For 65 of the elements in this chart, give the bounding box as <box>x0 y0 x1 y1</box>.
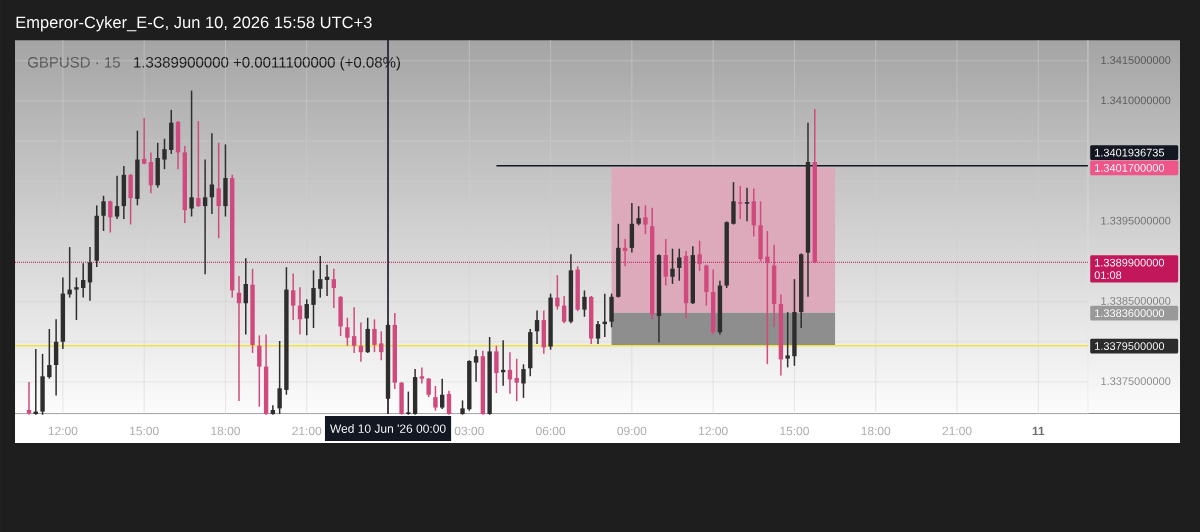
candlestick <box>338 296 343 337</box>
x-tick-label: 09:00 <box>617 426 647 436</box>
x-tick-label: 11 <box>1032 426 1045 436</box>
candlestick <box>643 205 648 235</box>
candlestick <box>135 130 140 206</box>
candlestick <box>128 174 133 225</box>
x-tick-label: 21:00 <box>292 426 322 436</box>
ref-line-label: Wed 10 Jun '26 00:00 <box>330 424 446 433</box>
candlestick <box>704 264 709 306</box>
candlestick <box>372 319 377 353</box>
candlestick <box>216 142 221 239</box>
candlestick <box>74 277 79 321</box>
candlestick <box>785 312 790 368</box>
candlestick <box>162 138 167 170</box>
candlestick <box>467 360 472 411</box>
text: 1.3401700000 <box>1095 164 1165 172</box>
text: 1.3401936735 <box>1095 148 1165 157</box>
candlestick <box>257 335 262 407</box>
candlestick <box>365 317 370 353</box>
x-tick-label: 18:00 <box>211 426 240 436</box>
y-tick-label: 1.3385000000 <box>1101 297 1171 305</box>
candlestick <box>433 385 438 411</box>
candlestick <box>758 201 763 262</box>
candlestick <box>494 345 499 394</box>
y-tick-label: 1.3410000000 <box>1101 96 1171 105</box>
candlestick <box>189 90 194 217</box>
candlestick <box>670 248 675 284</box>
candlestick <box>575 266 580 312</box>
candlestick <box>697 240 702 272</box>
candlestick <box>345 317 350 346</box>
candlestick <box>406 391 411 415</box>
x-tick-label: 03:00 <box>454 426 484 436</box>
candlestick <box>47 328 52 379</box>
candlestick <box>724 221 729 288</box>
candlestick <box>399 381 404 415</box>
x-tick-label: 12:00 <box>48 426 78 436</box>
y-tick-label: 1.3375000000 <box>1101 377 1171 386</box>
candlestick <box>223 144 228 217</box>
candlestick <box>284 267 289 395</box>
candlestick <box>40 353 45 415</box>
candlestick <box>616 223 621 298</box>
candlestick <box>311 270 316 329</box>
candlestick <box>548 293 553 350</box>
text: 1.3383600000 <box>1095 309 1165 318</box>
candlestick <box>101 195 106 231</box>
x-tick-label: 15:00 <box>130 426 159 436</box>
x-tick-label: 18:00 <box>861 426 891 436</box>
candlestick <box>250 268 255 353</box>
y-tick-label: 1.3415000000 <box>1101 56 1171 65</box>
candlestick <box>792 279 797 366</box>
ref-line-label: 1.3379500000 <box>1095 342 1165 350</box>
text: GBPUSD · 15 <box>27 57 120 68</box>
x-tick-label: 12:00 <box>699 426 728 436</box>
candlestick <box>609 293 614 328</box>
x-tick-label: 21:00 <box>942 426 972 436</box>
candlestick <box>277 341 282 414</box>
candlestick <box>487 336 492 415</box>
candlestick <box>731 182 736 225</box>
chart-title: Emperor-Cyker_E-C, Jun 10, 2026 15:58 UTC+3 <box>16 16 372 32</box>
candlestick <box>582 290 587 317</box>
y-tick-label: 1.3395000000 <box>1101 216 1171 225</box>
ref-line-label: 1.3389900000 01:08 <box>1094 258 1165 280</box>
candlestick <box>196 121 201 207</box>
x-tick-label: 15:00 <box>780 426 809 436</box>
x-tick-label: 06:00 <box>536 426 566 436</box>
